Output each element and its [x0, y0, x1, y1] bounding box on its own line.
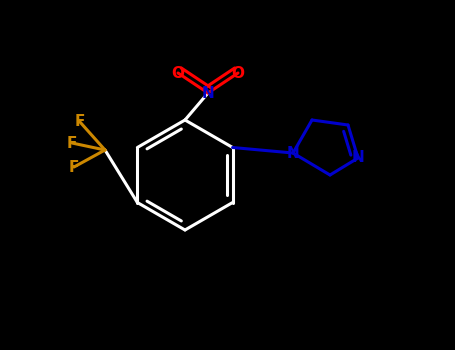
Text: F: F	[67, 135, 77, 150]
Text: O: O	[172, 65, 184, 80]
Text: F: F	[69, 160, 79, 175]
Text: O: O	[232, 65, 244, 80]
Text: N: N	[202, 85, 214, 100]
Text: F: F	[75, 114, 85, 130]
Text: N: N	[287, 146, 299, 161]
Text: N: N	[352, 150, 364, 166]
